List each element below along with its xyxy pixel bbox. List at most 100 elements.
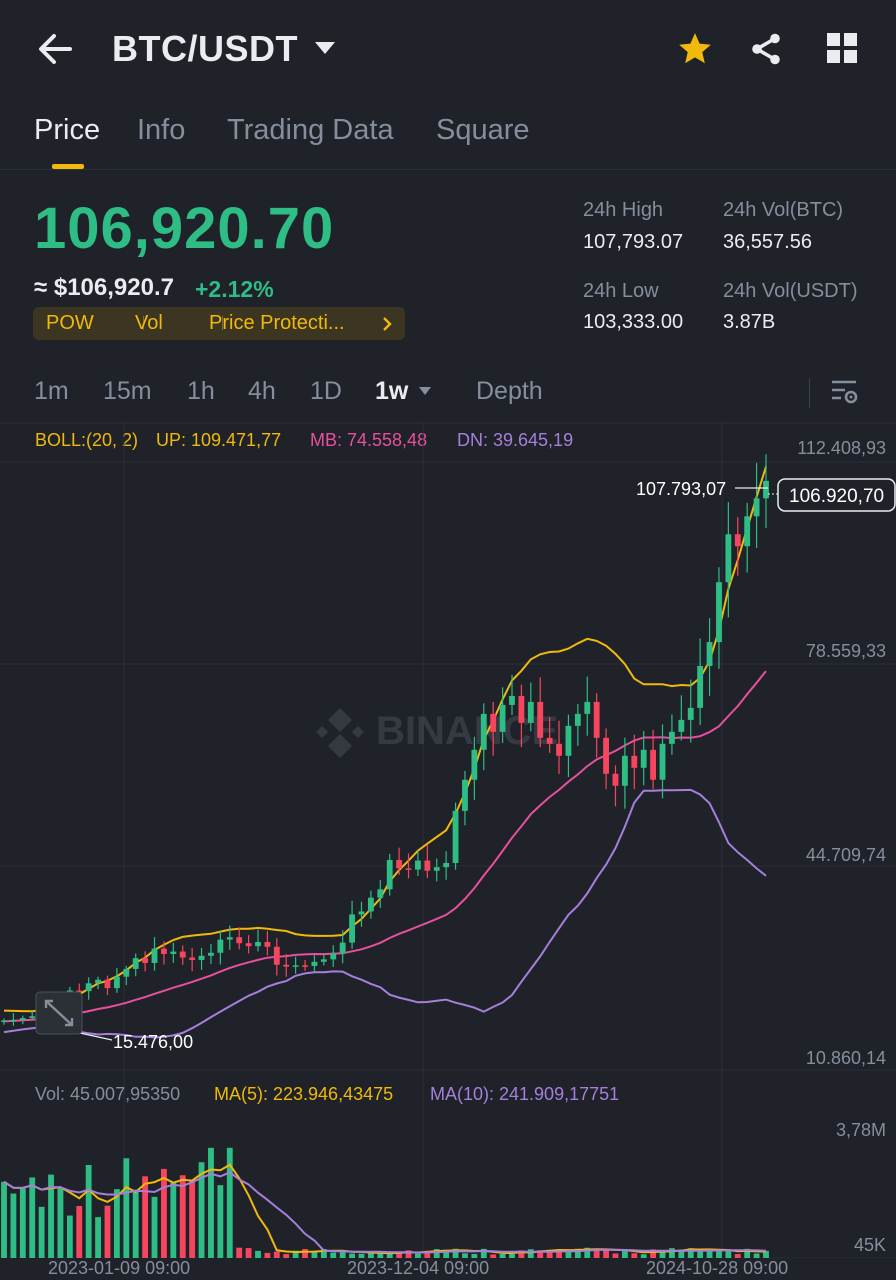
volume-bar (631, 1253, 638, 1258)
interval-1h[interactable]: 1h (187, 377, 215, 405)
volume-bar (19, 1188, 26, 1258)
volume-bar (349, 1253, 355, 1258)
boll-upper-line (3, 466, 767, 1013)
interval-15m[interactable]: 15m (103, 377, 152, 405)
volume-bar (443, 1249, 450, 1258)
price-axis-label: 112.408,93 (797, 438, 886, 458)
interval-caret-icon[interactable] (418, 386, 432, 396)
candle (509, 695, 515, 705)
volume-bar (424, 1250, 431, 1258)
candle (132, 958, 139, 969)
candle (518, 695, 525, 723)
fiat-price: ≈ $106,920.7 (34, 274, 174, 301)
candle (330, 953, 337, 960)
candle (123, 968, 130, 977)
candle (151, 948, 158, 963)
volume-bar (584, 1247, 591, 1258)
volume-bar (339, 1250, 346, 1258)
candle (725, 534, 732, 583)
tab-price[interactable]: Price (34, 114, 101, 146)
stat-24h-vol-btc-value: 36,557.56 (723, 231, 812, 253)
boll-mb-value: MB: 74.558,48 (310, 430, 428, 450)
candle (433, 867, 440, 871)
stat-24h-high-value: 107,793.07 (583, 231, 684, 253)
pair-title[interactable]: BTC/USDT (112, 28, 298, 69)
volume-bar (603, 1250, 609, 1258)
interval-1d[interactable]: 1D (310, 377, 342, 405)
volume-bar (151, 1196, 158, 1258)
volume-bar (179, 1175, 186, 1258)
tab-square[interactable]: Square (436, 114, 530, 146)
volume-bar (48, 1174, 54, 1258)
volume-bar (706, 1250, 713, 1258)
interval-1m[interactable]: 1m (34, 377, 69, 405)
candlestick-chart[interactable]: BINANCE 107.793,07 15.476,00 106.920,70 (0, 422, 896, 1258)
candle (669, 731, 675, 744)
candle (113, 976, 120, 989)
candle (678, 719, 685, 732)
volume-ma-lines (3, 1163, 767, 1255)
date-axis-label: 2024-10-28 09:00 (646, 1258, 789, 1278)
volume-bar (198, 1162, 205, 1258)
volume-bar (85, 1165, 92, 1258)
candle (283, 964, 290, 967)
volume-bar (132, 1189, 139, 1258)
volume-bar (753, 1253, 760, 1258)
token-tags[interactable]: POW Vol Price Protecti... (33, 307, 405, 340)
star-icon[interactable] (676, 30, 714, 68)
candle (95, 979, 101, 984)
tag-pow: POW (46, 312, 94, 334)
volume-bar (687, 1248, 694, 1258)
tab-info[interactable]: Info (137, 114, 186, 146)
candle (226, 937, 233, 940)
volume-bar (716, 1250, 722, 1258)
volume-bar (574, 1248, 581, 1258)
tag-divider (222, 316, 223, 330)
chart-settings-icon[interactable] (829, 377, 859, 407)
high-marker-label: 107.793,07 (636, 479, 726, 499)
watermark-text: BINANCE (376, 709, 558, 753)
candle (546, 737, 553, 744)
last-price: 106,920.70 (34, 196, 335, 261)
candle (29, 1016, 36, 1019)
volume-bar (433, 1249, 440, 1258)
candle (490, 713, 497, 732)
interval-1w[interactable]: 1w (375, 377, 409, 405)
volume-bar (170, 1181, 177, 1258)
candle (245, 943, 252, 947)
grid-icon[interactable] (826, 32, 858, 64)
stat-24h-low-label: 24h Low (583, 280, 659, 302)
volume-bar (29, 1177, 36, 1258)
volume-bar (236, 1247, 243, 1258)
dropdown-caret-icon[interactable] (314, 40, 336, 56)
volume-value: Vol: 45.007,95350 (35, 1084, 181, 1104)
volume-bar (697, 1250, 704, 1258)
candle (612, 773, 619, 786)
candle (537, 701, 544, 738)
candle (10, 1019, 17, 1022)
volume-bar (302, 1249, 308, 1258)
back-arrow-icon[interactable] (36, 30, 74, 68)
candle (593, 701, 600, 738)
candle (574, 713, 581, 726)
volume-bar (640, 1254, 647, 1258)
candle (584, 701, 591, 714)
volume-bar (386, 1253, 393, 1258)
bollinger-bands (3, 466, 767, 1039)
candle (76, 990, 83, 993)
tab-trading-data[interactable]: Trading Data (227, 114, 394, 146)
volume-bar (95, 1217, 101, 1258)
candle (462, 779, 468, 811)
volume-bar (612, 1253, 619, 1258)
candle (640, 749, 647, 768)
share-icon[interactable] (748, 30, 784, 68)
price-change-percent: +2.12% (195, 276, 274, 302)
interval-4h[interactable]: 4h (248, 377, 276, 405)
volume-bar (292, 1250, 299, 1258)
candle (142, 958, 149, 963)
chevron-right-icon (383, 317, 392, 331)
interval-depth[interactable]: Depth (476, 377, 543, 405)
candle (255, 942, 261, 947)
volume-bar (621, 1249, 628, 1258)
date-axis-label: 2023-01-09 09:00 (48, 1258, 191, 1278)
